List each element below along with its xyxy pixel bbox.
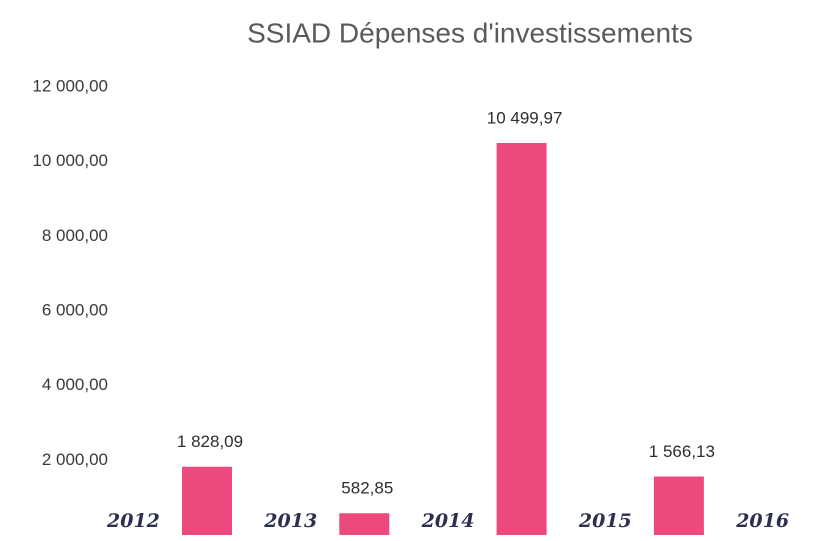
bar [496,143,547,536]
bar [182,466,232,535]
data-label: 10 499,97 [487,108,563,127]
bar [653,476,704,535]
chart-title: SSIAD Dépenses d'investissements [247,17,693,48]
y-tick-label: 2 000,00 [42,450,108,469]
x-tick-label: 2015 [578,510,632,532]
data-label: 1 566,13 [649,442,715,461]
y-tick-label: 6 000,00 [42,300,108,319]
x-tick-label: 2016 [735,510,789,532]
bar [339,513,390,535]
x-tick-label: 2013 [263,510,317,532]
y-tick-label: 12 000,00 [32,76,108,95]
x-tick-label: 2014 [421,510,475,532]
data-label: 582,85 [341,479,393,498]
y-tick-label: 8 000,00 [42,226,108,245]
y-tick-label: 10 000,00 [32,151,108,170]
y-tick-label: 4 000,00 [42,375,108,394]
x-tick-label: 2012 [106,510,160,532]
data-label: 1 828,09 [177,432,243,451]
